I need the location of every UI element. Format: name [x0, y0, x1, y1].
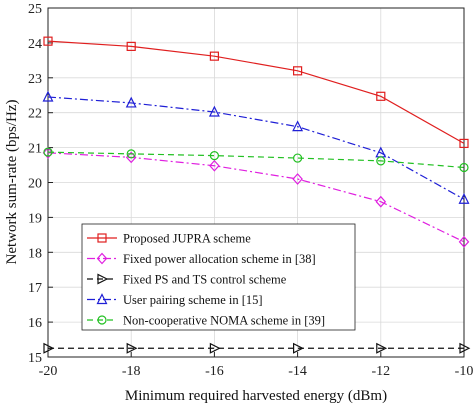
- series-line: [47, 96, 465, 200]
- data-point: [43, 342, 55, 354]
- y-tick-label: 20: [28, 177, 42, 192]
- y-axis-label: Network sum-rate (bps/Hz): [4, 100, 20, 265]
- data-point: [375, 195, 387, 208]
- data-point: [208, 105, 220, 117]
- series-3: [43, 342, 471, 354]
- legend-box: [81, 223, 356, 331]
- y-tick-label: 19: [28, 211, 42, 226]
- y-tick-label: 21: [28, 142, 42, 157]
- data-point: [376, 156, 386, 166]
- legend-label: Non-cooperative NOMA scheme in [39]: [123, 314, 325, 328]
- legend-label: User pairing scheme in [15]: [123, 293, 263, 307]
- y-tick-label: 25: [28, 2, 42, 17]
- data-point: [209, 51, 219, 61]
- x-axis-label: Minimum required harvested energy (dBm): [125, 388, 387, 404]
- y-tick-label: 15: [28, 351, 42, 366]
- data-point: [292, 120, 304, 132]
- legend-marker: [97, 273, 109, 285]
- legend-marker: [97, 233, 107, 243]
- data-point: [458, 192, 470, 204]
- data-point: [126, 342, 138, 354]
- series-4: [42, 90, 470, 204]
- data-point: [42, 146, 54, 159]
- data-point: [293, 66, 303, 76]
- data-point: [42, 90, 54, 102]
- x-tick-label: -10: [455, 364, 474, 379]
- x-tick-label: -20: [39, 364, 58, 379]
- data-point: [209, 159, 220, 172]
- x-tick-label: -16: [205, 364, 224, 379]
- data-point: [293, 153, 303, 163]
- x-tick-label: -14: [288, 364, 307, 379]
- data-point: [459, 162, 469, 173]
- y-tick-label: 18: [28, 246, 42, 261]
- series-line: [47, 152, 465, 243]
- data-point: [43, 147, 53, 157]
- legend-marker: [96, 252, 108, 265]
- data-point: [126, 149, 136, 159]
- y-tick-label: 23: [28, 72, 42, 87]
- data-point: [125, 96, 137, 108]
- data-point: [459, 138, 469, 149]
- legend-marker: [96, 293, 108, 305]
- data-point: [209, 342, 221, 354]
- legend-label: Fixed power allocation scheme in [38]: [123, 252, 316, 266]
- data-point: [209, 151, 219, 161]
- data-point: [459, 342, 471, 354]
- x-tick-label: -18: [122, 364, 141, 379]
- data-point: [458, 235, 470, 248]
- data-point: [43, 36, 53, 46]
- data-point: [126, 41, 136, 51]
- series-1: [43, 36, 469, 149]
- data-point: [376, 342, 388, 354]
- data-point: [125, 151, 137, 164]
- data-point: [293, 342, 304, 354]
- series-5: [43, 147, 469, 173]
- legend-label: Proposed JUPRA scheme: [123, 232, 251, 246]
- series-2: [42, 146, 470, 248]
- legend-marker: [97, 315, 107, 325]
- y-tick-label: 17: [28, 281, 42, 296]
- y-tick-label: 24: [28, 37, 42, 52]
- axis-ticks: -20 -18 -16 -14 -12 -10 15 16 17 18 19 20 21 22 23 24 25: [28, 2, 473, 379]
- series-lines: [42, 36, 471, 354]
- data-point: [292, 173, 303, 185]
- data-point: [376, 91, 386, 101]
- y-tick-label: 22: [28, 107, 42, 122]
- x-tick-label: -12: [371, 364, 390, 379]
- legend-label: Fixed PS and TS control scheme: [123, 273, 287, 287]
- legend: Proposed JUPRA scheme Fixed power allocat…: [81, 223, 356, 331]
- series-line: [47, 40, 465, 144]
- y-tick-label: 16: [28, 316, 42, 331]
